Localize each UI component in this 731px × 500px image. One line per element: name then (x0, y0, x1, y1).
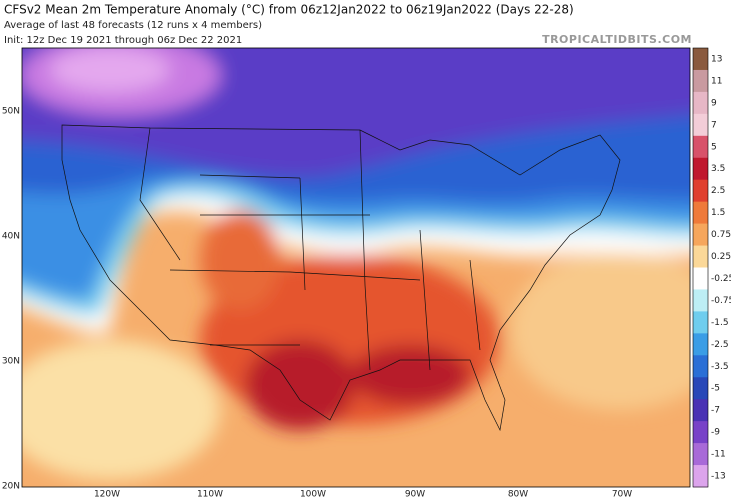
lon-label: 100W (300, 490, 326, 500)
colorbar-frame (692, 47, 709, 488)
map-axes: 50N 40N 30N 20N 120W 110W 100W 90W 80W 70W (2, 107, 632, 500)
colorbar-label: 9 (711, 98, 717, 108)
colorbar-label: 0.25 (711, 252, 731, 262)
watermark: TROPICALTIDBITS.COM (542, 33, 692, 46)
colorbar-swatch (693, 201, 708, 225)
colorbar-swatch (693, 245, 708, 268)
colorbar-label: -1.5 (711, 318, 729, 328)
colorbar-swatch (693, 399, 708, 422)
colorbar-swatch (693, 333, 708, 356)
colorbar-swatch (693, 267, 708, 290)
lat-label: 30N (2, 357, 20, 367)
colorbar-swatch (693, 48, 708, 71)
lat-label: 40N (2, 232, 20, 242)
colorbar-label: -3.5 (711, 362, 729, 372)
colorbar-swatch (693, 135, 708, 159)
colorbar-label: -2.5 (711, 340, 729, 350)
lon-label: 80W (508, 490, 528, 500)
lon-label: 110W (197, 490, 223, 500)
anomaly-field (22, 48, 690, 487)
colorbar-label: 11 (711, 76, 722, 86)
colorbar-swatch (693, 223, 708, 247)
lon-label: 120W (94, 490, 120, 500)
colorbar-label: -11 (711, 450, 726, 460)
colorbar-label: 3.5 (711, 164, 725, 174)
colorbar-swatch (693, 311, 708, 334)
colorbar-label: -0.75 (711, 296, 731, 306)
colorbar-label: -7 (711, 406, 720, 416)
lat-label: 50N (2, 107, 20, 117)
subtitle: Average of last 48 forecasts (12 runs x … (4, 20, 262, 31)
lat-label: 20N (2, 482, 20, 492)
lon-label: 90W (405, 490, 425, 500)
colorbar-swatch (693, 355, 708, 378)
colorbar-swatch (693, 421, 708, 444)
map-frame (21, 47, 691, 488)
colorbar-swatch (693, 179, 708, 203)
colorbar-swatch (693, 465, 708, 488)
init-line: Init: 12z Dec 19 2021 through 06z Dec 22… (4, 35, 242, 46)
colorbar-label: 2.5 (711, 186, 725, 196)
colorbar-label: -9 (711, 428, 720, 438)
colorbar-swatch (693, 377, 708, 400)
colorbar-swatch (693, 91, 708, 115)
colorbar-label: 0.75 (711, 230, 731, 240)
colorbar-label: -0.25 (711, 274, 731, 284)
colorbar: 13 11 9 7 5 3.5 2.5 1.5 0.75 0.25 -0.25 -0.75 -1.5 -2… (692, 47, 731, 488)
colorbar-label: 7 (711, 120, 717, 130)
colorbar-label: 13 (711, 54, 722, 64)
colorbar-swatch (693, 69, 708, 93)
lon-label: 70W (612, 490, 632, 500)
colorbar-swatch (693, 443, 708, 466)
colorbar-label: -13 (711, 472, 726, 482)
colorbar-label: 5 (711, 142, 717, 152)
colorbar-swatch (693, 157, 708, 181)
title: CFSv2 Mean 2m Temperature Anomaly (°C) f… (4, 3, 574, 17)
colorbar-label: -5 (711, 384, 720, 394)
colorbar-label: 1.5 (711, 208, 725, 218)
colorbar-swatch (693, 113, 708, 137)
colorbar-swatch (693, 289, 708, 312)
boundaries (61, 124, 621, 432)
